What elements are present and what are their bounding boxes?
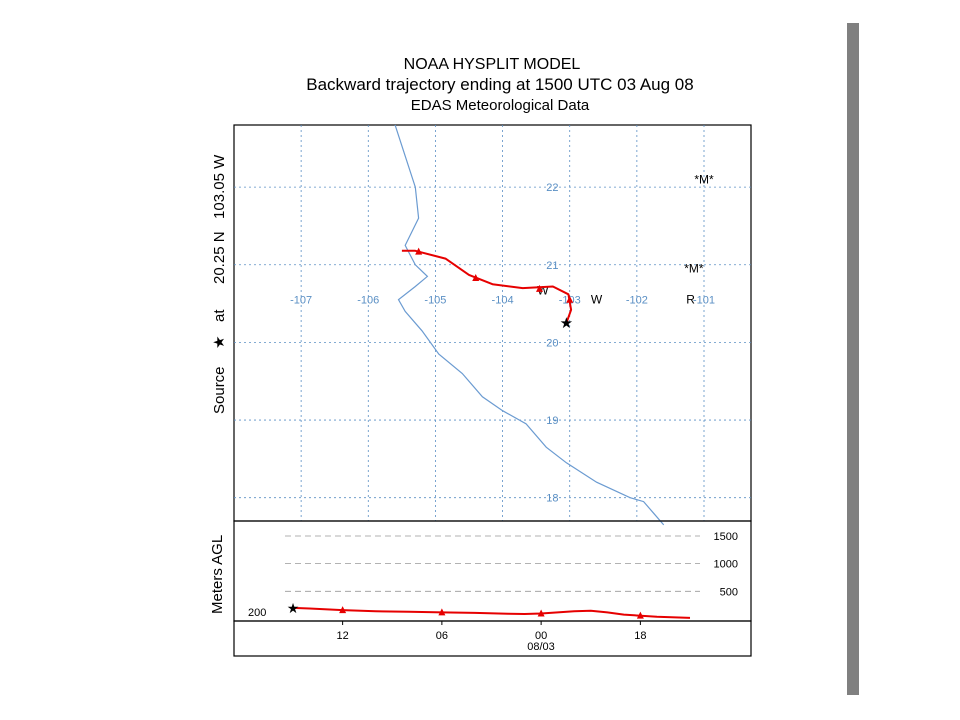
coastline-line: [394, 124, 665, 526]
height-source-star: ★: [287, 600, 300, 616]
map-text-label: R: [686, 293, 695, 307]
map-lon-tick-label: -107: [290, 295, 312, 307]
height-trajectory-line: [292, 606, 691, 619]
time-tick-label: 18: [634, 630, 646, 642]
map-trajectory: ★: [401, 247, 574, 332]
height-tick-label: 500: [720, 586, 738, 598]
map-lat-tick-label: 22: [546, 182, 558, 194]
chart-subtitle: Backward trajectory ending at 1500 UTC 0…: [306, 75, 693, 94]
height-tick-label: 1000: [714, 559, 738, 571]
vertical-trajectory: ★: [287, 600, 691, 619]
source-label-group: Source ★ at 20.25 N 103.05 W: [211, 154, 228, 414]
map-text-labels: *M**M*RWW: [537, 172, 714, 306]
date-label: 08/03: [527, 641, 555, 653]
trajectory-marker: [472, 273, 480, 281]
map-lon-tick-label: -105: [424, 295, 446, 307]
trajectory-marker: [415, 247, 423, 255]
vertical-start-label: 200: [248, 607, 266, 619]
map-lon-tick-label: -104: [492, 295, 514, 307]
height-marker: [636, 611, 644, 619]
source-label-at: at: [211, 309, 228, 322]
map-lon-tick-label: -106: [357, 295, 379, 307]
height-marker: [438, 608, 446, 616]
map-lat-tick-label: 19: [546, 415, 558, 427]
height-tick-label: 1500: [714, 531, 738, 543]
trajectory-marker: [536, 284, 543, 292]
map-frame: [233, 124, 752, 522]
height-marker: [339, 606, 347, 614]
map-lat-tick-label: 20: [546, 337, 558, 349]
source-label-location: 20.25 N 103.05 W: [211, 154, 228, 284]
chart-subtitle-2: EDAS Meteorological Data: [411, 97, 590, 114]
scrollbar[interactable]: [847, 23, 859, 695]
map-text-label: *M*: [694, 172, 714, 186]
map-lon-tick-label: -102: [626, 295, 648, 307]
height-marker: [537, 609, 545, 617]
time-tick-label: 06: [436, 630, 448, 642]
vertical-grid: 1500 1000 500: [285, 531, 738, 598]
map-lon-tick-label: -101: [693, 295, 715, 307]
trajectory-marker: [566, 295, 574, 303]
source-star-marker: ★: [560, 315, 573, 332]
map-text-label: *M*: [684, 262, 704, 276]
time-tick-label: 00: [535, 630, 547, 642]
vertical-frame: [233, 520, 752, 622]
time-tick-label: 12: [337, 630, 349, 642]
source-label-prefix: Source: [211, 366, 228, 414]
map-coastline: [394, 124, 665, 526]
map-text-label: W: [591, 293, 603, 307]
map-lat-tick-label: 18: [546, 493, 558, 505]
chart-title: NOAA HYSPLIT MODEL: [404, 56, 581, 73]
vertical-panel: Meters AGL 200 1500 1000 500 12 06 00 18 08/0…: [209, 520, 752, 657]
source-star-icon: ★: [211, 336, 228, 349]
vertical-ylabel: Meters AGL: [209, 535, 226, 614]
time-axis-frame: [233, 620, 752, 657]
map-lat-tick-label: 21: [546, 260, 558, 272]
time-axis-ticks: 12 06 00 18: [337, 621, 647, 642]
